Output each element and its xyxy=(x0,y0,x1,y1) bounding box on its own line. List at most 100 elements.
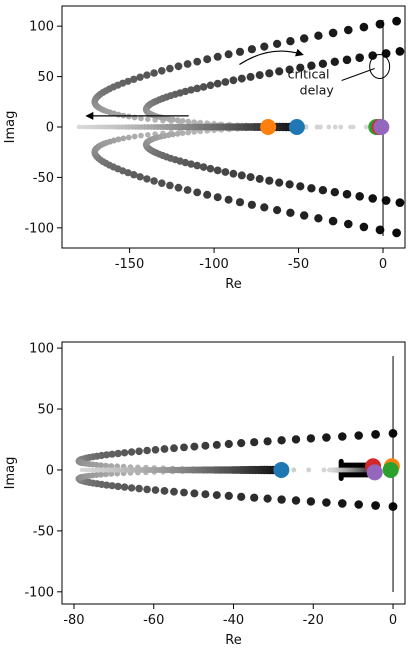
top-trajectory-point xyxy=(166,181,174,190)
bot-trajectory-point xyxy=(263,494,272,503)
top-trajectory-point xyxy=(224,195,233,204)
top-x-tick-label: 0 xyxy=(379,257,387,272)
top-trajectory-point xyxy=(246,72,255,81)
bot-trajectory-point xyxy=(143,485,151,494)
top-trajectory-point xyxy=(213,52,222,61)
bot-trajectory-point xyxy=(151,486,160,494)
top-trajectory-point xyxy=(300,211,309,220)
top-trajectory-point xyxy=(185,118,191,125)
top-trajectory-point xyxy=(332,124,338,130)
top-trajectory-point xyxy=(187,160,195,168)
top-trajectory-point xyxy=(111,110,117,117)
bot-trajectory-point xyxy=(97,471,104,478)
top-critical-delay-pointer xyxy=(341,68,375,81)
top-marker-0 xyxy=(260,119,277,135)
top-trajectory-point xyxy=(314,214,323,223)
top-trajectory-point xyxy=(375,19,385,29)
top-trajectory-point xyxy=(166,64,174,73)
bot-trajectory-point xyxy=(97,462,104,469)
bot-trajectory-point xyxy=(127,484,136,492)
bot-trajectory-point xyxy=(201,490,210,499)
bottom-trajectories xyxy=(75,429,398,511)
top-trajectory-point xyxy=(328,28,338,38)
top-trajectory-point xyxy=(235,47,245,56)
top-trajectory-point xyxy=(260,42,269,51)
top-y-tick-label: 0 xyxy=(46,121,54,136)
top-trajectory-point xyxy=(143,175,151,183)
bot-trajectory-point xyxy=(321,467,327,473)
top-trajectory-point xyxy=(130,75,138,84)
bot-y-tick-label: -100 xyxy=(24,585,54,600)
bot-trajectory-point xyxy=(371,430,380,439)
bot-trajectory-point xyxy=(306,434,316,443)
top-trajectory-point xyxy=(275,178,284,187)
bot-trajectory-point xyxy=(135,484,143,493)
bot-trajectory-point xyxy=(114,482,122,491)
panel-top: critical delay -150 -100 -50 0 -100 -50 0 50 100… xyxy=(3,5,406,292)
top-trajectory-point xyxy=(79,124,85,130)
top-y-tick-label: -100 xyxy=(24,221,54,236)
top-trajectory-point xyxy=(285,180,294,189)
bot-trajectory-point xyxy=(338,499,347,508)
bot-trajectory-point xyxy=(327,467,332,473)
top-trajectory-point xyxy=(145,116,151,122)
top-trajectory-point xyxy=(187,86,195,94)
top-markers xyxy=(260,119,390,135)
bot-trajectory-point xyxy=(190,442,199,451)
bot-trajectory-point xyxy=(93,472,100,478)
top-trajectory-point xyxy=(318,186,328,195)
top-trajectory-point xyxy=(296,63,305,72)
top-annotation-line-1: critical xyxy=(288,67,330,82)
top-trajectory-point xyxy=(247,45,256,54)
top-trajectory-point xyxy=(314,31,323,40)
bot-y-tick-label: -50 xyxy=(33,524,54,539)
top-trajectory-point xyxy=(131,133,138,140)
top-trajectory-point xyxy=(392,228,401,238)
top-trajectory-point xyxy=(237,171,246,180)
bot-x-tick-label: -60 xyxy=(143,613,164,628)
top-trajectory-point xyxy=(221,168,230,176)
top-trajectory-point xyxy=(368,194,378,203)
top-trajectory-point xyxy=(174,62,183,71)
bottom-y-axis-label: Imag xyxy=(3,457,18,490)
bot-hook-1 xyxy=(338,472,376,481)
bot-trajectory-point xyxy=(306,497,316,506)
bot-trajectory-point xyxy=(212,440,221,449)
top-trajectory-point xyxy=(143,71,151,79)
top-trajectory-3 xyxy=(142,124,405,208)
bot-trajectory-point xyxy=(102,471,109,478)
bot-trajectory-point xyxy=(237,492,246,501)
top-trajectory-point xyxy=(169,131,176,138)
top-trajectory-point xyxy=(174,117,181,124)
top-trajectory-point xyxy=(265,69,274,78)
top-trajectory-point xyxy=(145,132,151,138)
top-trajectory-point xyxy=(330,57,339,66)
top-trajectory-point xyxy=(229,76,238,85)
top-trajectory-point xyxy=(342,55,352,65)
top-axis-ticks: -150 -100 -50 0 -100 -50 0 50 100 xyxy=(24,20,387,272)
bot-marker-1 xyxy=(273,461,290,478)
top-trajectory-point xyxy=(150,177,158,185)
bot-marker-4 xyxy=(366,464,383,481)
top-trajectory-point xyxy=(183,186,192,194)
top-trajectory-point xyxy=(115,136,122,143)
top-trajectory-point xyxy=(213,79,222,88)
top-marker-4 xyxy=(373,119,390,135)
bot-trajectory-point xyxy=(354,431,364,440)
top-annotation-line-2: delay xyxy=(300,83,335,98)
bot-x-tick-label: -40 xyxy=(223,613,244,628)
top-trajectory-point xyxy=(206,164,215,173)
top-trajectory-point xyxy=(342,189,352,199)
top-trajectory-point xyxy=(136,173,144,181)
bot-trajectory-point xyxy=(371,501,380,510)
top-arrows xyxy=(85,48,304,120)
top-trajectory-point xyxy=(125,134,132,141)
top-x-axis-label: Re xyxy=(225,277,241,292)
bot-trajectory-point xyxy=(224,491,233,500)
bottom-markers xyxy=(273,458,400,481)
top-trajectory-point xyxy=(344,219,353,229)
bot-trajectory-point xyxy=(170,444,178,453)
bot-trajectory-point xyxy=(277,436,286,445)
top-trajectory-point xyxy=(158,67,166,75)
